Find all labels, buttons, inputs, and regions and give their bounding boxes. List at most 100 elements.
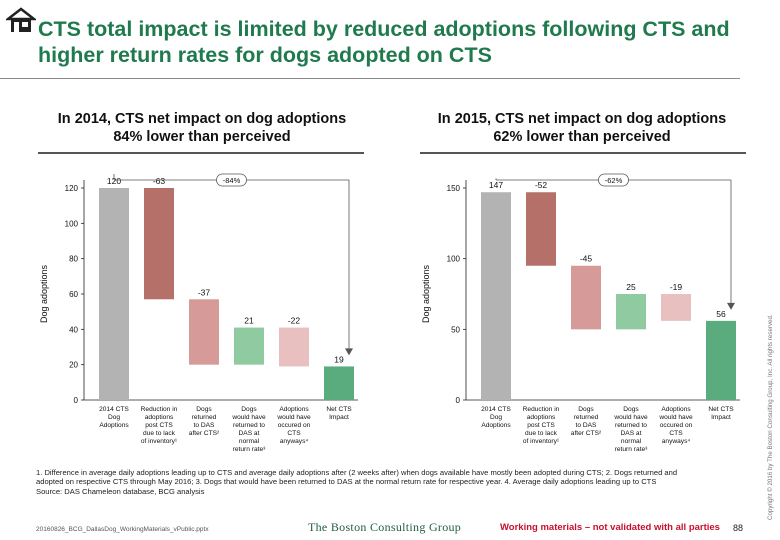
category-label: Dog	[490, 414, 502, 421]
heading-rule-2014	[38, 152, 364, 154]
value-label: -45	[580, 254, 593, 264]
category-label: would have	[276, 414, 311, 421]
value-label: 19	[334, 354, 344, 364]
category-label: due to lack	[143, 430, 176, 437]
page-number: 88	[733, 523, 744, 533]
chart-heading-2014: In 2014, CTS net impact on dog adoptions…	[57, 111, 347, 145]
footnotes: 1. Difference in average daily adoptions…	[36, 468, 736, 496]
title-divider	[0, 78, 740, 79]
bar-1	[526, 192, 556, 266]
category-label: returned	[574, 414, 599, 421]
category-label: occured on	[660, 422, 693, 429]
value-label: -63	[153, 176, 166, 186]
category-label: Dogs	[578, 406, 594, 413]
category-label: normal	[621, 438, 642, 445]
category-label: anyways⁴	[280, 438, 309, 445]
y-tick-label: 0	[74, 396, 79, 405]
category-label: 2014 CTS	[99, 406, 129, 413]
y-tick-label: 100	[447, 255, 461, 264]
category-label: Reduction in	[141, 406, 178, 413]
category-label: CTS	[669, 430, 683, 437]
category-label: Reduction in	[523, 406, 560, 413]
bar-4	[661, 294, 691, 321]
category-label: of inventory¹	[141, 438, 178, 445]
category-label: DAS at	[621, 430, 642, 437]
value-label: 21	[244, 316, 254, 326]
copyright-notice: Copyright © 2016 by The Boston Consultin…	[767, 314, 774, 520]
category-label: of inventory¹	[523, 438, 560, 445]
house-logo-icon	[6, 6, 36, 34]
footnote-line: adopted on respective CTS through May 20…	[36, 477, 657, 487]
category-label: Net CTS	[326, 406, 352, 413]
bar-5	[706, 320, 736, 400]
category-label: return rate³	[615, 446, 648, 453]
category-label: returned to	[233, 422, 265, 429]
chart-heading-2015: In 2015, CTS net impact on dog adoptions…	[437, 111, 727, 145]
category-label: due to lack	[525, 430, 558, 437]
category-label: after CTS²	[189, 430, 220, 437]
bar-3	[616, 294, 646, 330]
reduction-pill	[598, 173, 629, 187]
category-label: Impact	[329, 414, 349, 421]
y-tick-label: 80	[69, 255, 78, 264]
category-label: Adoptions	[99, 422, 129, 429]
bar-0	[481, 192, 511, 400]
category-label: post CTS	[145, 422, 173, 429]
y-tick-label: 20	[69, 361, 78, 370]
bar-3	[234, 327, 264, 365]
category-label: DAS at	[239, 430, 260, 437]
bar-2	[189, 299, 219, 365]
value-label: 25	[626, 282, 636, 292]
category-label: post CTS	[527, 422, 555, 429]
arrow-head	[345, 348, 353, 356]
category-label: Dogs	[623, 406, 639, 413]
category-label: Adoptions	[661, 406, 691, 413]
value-label: 120	[107, 176, 121, 186]
value-label: 147	[489, 180, 503, 190]
category-label: normal	[239, 438, 260, 445]
category-label: would have	[613, 414, 648, 421]
y-tick-label: 120	[65, 184, 79, 193]
category-label: would have	[658, 414, 693, 421]
value-label: -52	[535, 180, 548, 190]
category-label: after CTS²	[571, 430, 602, 437]
category-label: return rate³	[233, 446, 266, 453]
category-label: anyways⁴	[662, 438, 691, 445]
value-label: -19	[670, 282, 683, 292]
bar-5	[324, 366, 354, 400]
reduction-label: -62%	[605, 176, 623, 185]
bcg-logo-text: The Boston Consulting Group	[308, 520, 462, 534]
working-materials-note: Working materials – not validated with a…	[500, 522, 720, 533]
category-label: to DAS	[194, 422, 215, 429]
heading-rule-2015	[420, 152, 746, 154]
page-title: CTS total impact is limited by reduced a…	[38, 17, 730, 67]
reduction-pill	[216, 173, 247, 187]
reduction-label: -84%	[223, 176, 241, 185]
category-label: Adoptions	[279, 406, 309, 413]
category-label: Dogs	[241, 406, 257, 413]
category-label: occured on	[278, 422, 311, 429]
category-label: would have	[231, 414, 266, 421]
file-name: 20160826_BCG_DallasDog_WorkingMaterials_…	[36, 526, 209, 533]
category-label: adoptions	[527, 414, 556, 421]
category-label: returned to	[615, 422, 647, 429]
y-axis-label: Dog adoptions	[39, 264, 49, 323]
y-tick-label: 100	[65, 219, 79, 228]
category-label: 2014 CTS	[481, 406, 511, 413]
category-label: Adoptions	[481, 422, 511, 429]
y-tick-label: 0	[456, 396, 461, 405]
y-tick-label: 60	[69, 290, 78, 299]
category-label: Dog	[108, 414, 120, 421]
value-label: -22	[288, 316, 301, 326]
category-label: Dogs	[196, 406, 212, 413]
y-axis-label: Dog adoptions	[421, 264, 431, 323]
category-label: returned	[192, 414, 217, 421]
category-label: CTS	[287, 430, 301, 437]
category-label: to DAS	[576, 422, 597, 429]
bar-1	[144, 188, 174, 300]
category-label: Net CTS	[708, 406, 734, 413]
footnote-line: 1. Difference in average daily adoptions…	[36, 468, 678, 477]
y-tick-label: 40	[69, 325, 78, 334]
